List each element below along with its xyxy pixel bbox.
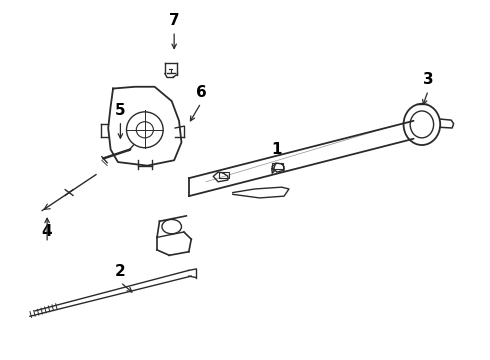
Text: 2: 2 [115,264,126,279]
Text: 3: 3 [423,72,434,87]
Text: 5: 5 [115,103,126,118]
Text: 4: 4 [42,225,52,239]
Text: 6: 6 [196,85,206,100]
Text: 7: 7 [169,13,179,28]
Text: 1: 1 [271,142,282,157]
